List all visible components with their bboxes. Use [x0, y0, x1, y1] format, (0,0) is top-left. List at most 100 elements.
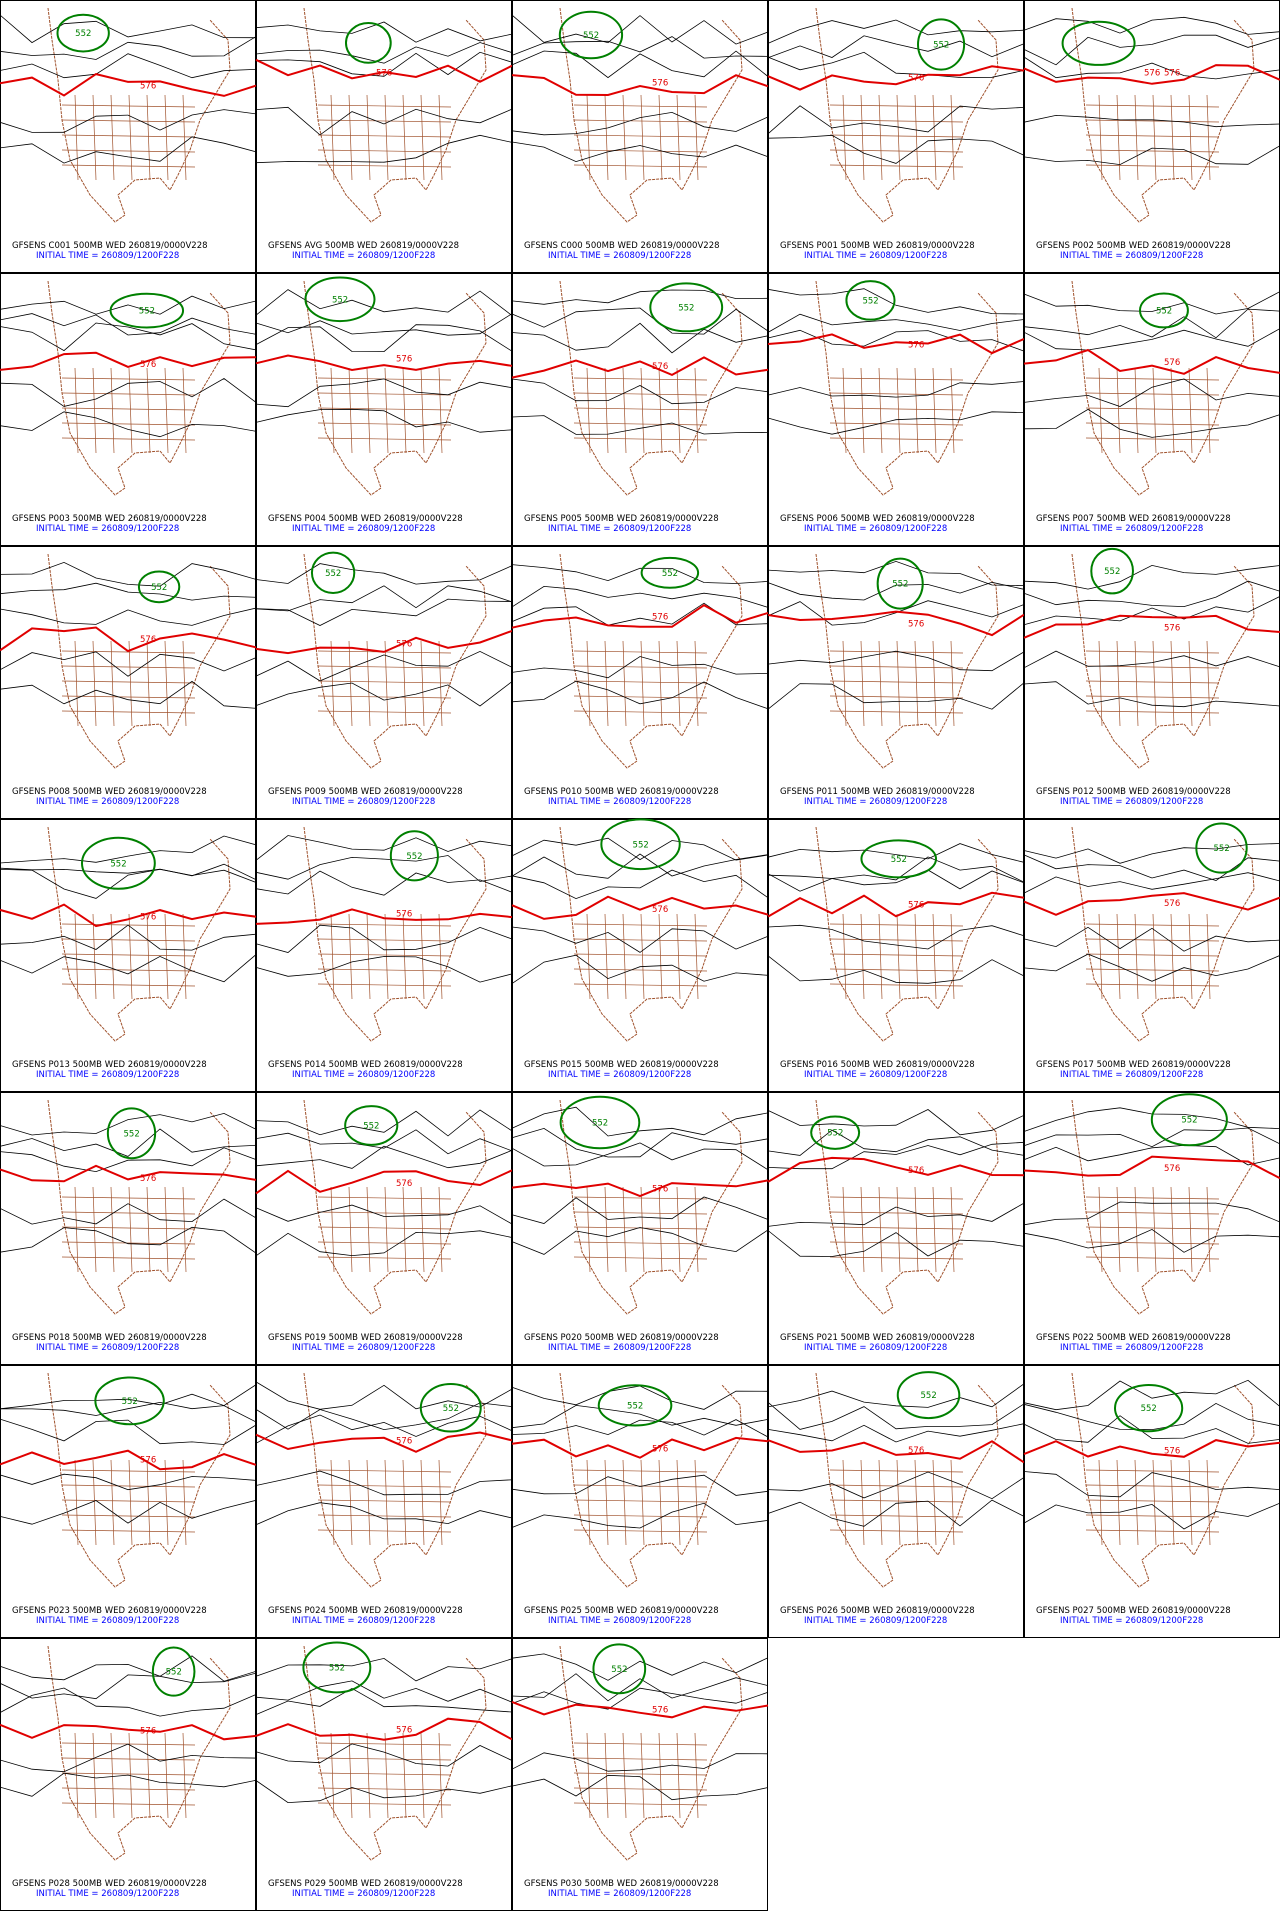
height-contour	[0, 14, 257, 44]
contour-label: 552	[892, 580, 908, 590]
panel-frame	[0, 546, 256, 819]
state-line	[317, 1514, 452, 1518]
state-line	[146, 913, 151, 1000]
panel-frame	[1024, 1365, 1280, 1638]
state-line	[317, 710, 452, 714]
state-line	[1085, 149, 1220, 153]
init-time: INITIAL TIME = 260809/1200F228	[804, 1616, 947, 1626]
contour-576	[767, 333, 1025, 355]
state-line	[317, 953, 452, 957]
height-contour	[0, 1655, 257, 1682]
state-line	[573, 983, 708, 987]
panel-frame	[0, 1365, 256, 1638]
map-panel: 552 576 GFSENS P001 500MB WED 260819/0000V…	[767, 0, 1025, 273]
height-contour	[1023, 1127, 1280, 1148]
state-line	[573, 164, 708, 168]
state-line	[317, 1484, 452, 1488]
map-panel: 552 576 GFSENS P029 500MB WED 260819/0000V…	[255, 1638, 513, 1911]
state-line	[573, 695, 708, 699]
panel-caption: GFSENS P005 500MB WED 260819/0000V228	[524, 514, 719, 524]
state-line	[1085, 1529, 1220, 1533]
state-line	[317, 665, 452, 669]
contour-552	[592, 1643, 647, 1695]
state-line	[694, 1459, 699, 1546]
state-line	[1206, 94, 1211, 181]
contour-552	[1138, 292, 1189, 329]
height-contour	[511, 869, 769, 900]
contour-label: 552	[1181, 1116, 1197, 1126]
init-time: INITIAL TIME = 260809/1200F228	[292, 1070, 435, 1080]
state-line	[1098, 1186, 1103, 1273]
contour-576	[0, 903, 257, 928]
state-line	[658, 367, 663, 454]
state-line	[586, 913, 591, 1000]
contour-label: 552	[122, 1397, 138, 1407]
contour-label: 576	[652, 1706, 668, 1716]
state-line	[573, 1787, 708, 1791]
contour-label: 576	[1164, 624, 1180, 634]
height-contour	[511, 1227, 769, 1255]
state-line	[61, 1802, 196, 1806]
contour-552	[640, 556, 700, 589]
height-contour	[0, 1384, 257, 1410]
height-contour	[767, 600, 1025, 626]
height-contour	[511, 1404, 769, 1429]
init-time: INITIAL TIME = 260809/1200F228	[1060, 1343, 1203, 1353]
contour-576	[1023, 64, 1280, 85]
state-line	[829, 710, 964, 714]
state-line	[829, 1226, 964, 1230]
contour-576	[255, 1717, 513, 1741]
contour-label: 576	[908, 73, 924, 83]
state-line	[914, 913, 919, 1000]
contour-552	[310, 551, 356, 594]
state-line	[74, 1186, 79, 1273]
state-line	[61, 710, 196, 714]
state-line	[164, 1186, 169, 1273]
state-line	[829, 923, 964, 927]
map-panel: 552 576 GFSENS P021 500MB WED 260819/0000V…	[767, 1092, 1025, 1365]
init-time: INITIAL TIME = 260809/1200F228	[804, 524, 947, 534]
state-line	[573, 149, 708, 153]
height-contour	[511, 307, 769, 335]
panel-caption: GFSENS P016 500MB WED 260819/0000V228	[780, 1060, 975, 1070]
contour-576	[1023, 1439, 1280, 1458]
state-line	[61, 650, 196, 654]
contour-552	[649, 282, 724, 333]
map-panel: 552 576 GFSENS P008 500MB WED 260819/0000V…	[0, 546, 257, 819]
init-time: INITIAL TIME = 260809/1200F228	[804, 1343, 947, 1353]
height-contour	[511, 1142, 769, 1171]
state-line	[1085, 983, 1220, 987]
contour-label: 552	[633, 840, 649, 850]
height-contour	[255, 1414, 513, 1444]
height-contour	[1023, 580, 1280, 608]
height-contour	[767, 381, 1025, 398]
height-contour	[511, 1653, 769, 1681]
state-line	[1085, 1196, 1220, 1200]
state-line	[1098, 913, 1103, 1000]
height-contour	[767, 313, 1025, 333]
state-line	[1085, 134, 1220, 138]
state-line	[1085, 1514, 1220, 1518]
state-line	[317, 1787, 452, 1791]
height-contour	[1023, 328, 1280, 351]
state-line	[1085, 377, 1220, 381]
state-line	[420, 367, 425, 454]
height-contour	[255, 956, 513, 983]
state-line	[1085, 710, 1220, 714]
state-line	[1085, 953, 1220, 957]
map-panel: 552 576 GFSENS P018 500MB WED 260819/0000V…	[0, 1092, 257, 1365]
init-time: INITIAL TIME = 260809/1200F228	[36, 1616, 179, 1626]
height-contour	[0, 868, 257, 899]
contour-552	[302, 1641, 372, 1694]
height-contour	[767, 35, 1025, 59]
state-line	[914, 367, 919, 454]
state-line	[420, 1459, 425, 1546]
contour-576	[511, 1436, 769, 1459]
init-time: INITIAL TIME = 260809/1200F228	[36, 1343, 179, 1353]
state-line	[61, 1529, 196, 1533]
state-line	[573, 1514, 708, 1518]
map-panel: 552 576 GFSENS P004 500MB WED 260819/0000V…	[255, 273, 513, 546]
state-line	[586, 1459, 591, 1546]
height-contour	[767, 650, 1025, 672]
map-panel: 552 576 GFSENS P015 500MB WED 260819/0000V…	[511, 818, 769, 1092]
